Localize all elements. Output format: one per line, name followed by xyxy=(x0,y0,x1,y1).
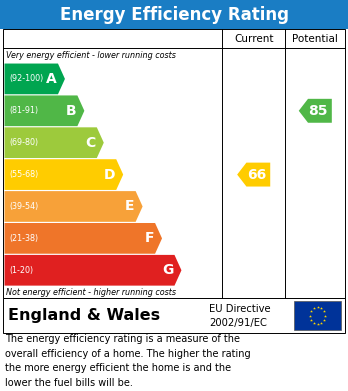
Text: (92-100): (92-100) xyxy=(9,74,43,83)
Text: A: A xyxy=(46,72,57,86)
Text: Potential: Potential xyxy=(292,34,338,44)
Bar xyxy=(294,301,341,330)
Polygon shape xyxy=(5,95,84,126)
Polygon shape xyxy=(5,127,104,158)
Text: (1-20): (1-20) xyxy=(9,266,33,275)
Text: C: C xyxy=(86,136,96,150)
Text: G: G xyxy=(162,263,173,277)
Polygon shape xyxy=(5,159,123,190)
Text: (21-38): (21-38) xyxy=(9,234,38,243)
Text: EU Directive
2002/91/EC: EU Directive 2002/91/EC xyxy=(209,303,270,328)
Text: F: F xyxy=(144,231,154,246)
Text: (69-80): (69-80) xyxy=(9,138,38,147)
Bar xyxy=(3,29,345,298)
Polygon shape xyxy=(299,99,332,123)
Bar xyxy=(0,0,348,29)
Text: 66: 66 xyxy=(247,168,266,181)
Bar xyxy=(3,298,345,333)
Polygon shape xyxy=(5,255,181,285)
Text: (55-68): (55-68) xyxy=(9,170,38,179)
Text: B: B xyxy=(66,104,76,118)
Text: E: E xyxy=(125,199,135,213)
Text: (39-54): (39-54) xyxy=(9,202,38,211)
Text: Very energy efficient - lower running costs: Very energy efficient - lower running co… xyxy=(6,51,176,60)
Text: Current: Current xyxy=(234,34,274,44)
Text: The energy efficiency rating is a measure of the
overall efficiency of a home. T: The energy efficiency rating is a measur… xyxy=(5,334,251,387)
Polygon shape xyxy=(237,163,270,187)
Text: D: D xyxy=(104,168,115,181)
Text: England & Wales: England & Wales xyxy=(8,308,160,323)
Text: (81-91): (81-91) xyxy=(9,106,38,115)
Polygon shape xyxy=(5,191,143,222)
Text: 85: 85 xyxy=(308,104,328,118)
Text: Energy Efficiency Rating: Energy Efficiency Rating xyxy=(60,5,288,24)
Text: Not energy efficient - higher running costs: Not energy efficient - higher running co… xyxy=(6,287,176,297)
Polygon shape xyxy=(5,223,162,254)
Polygon shape xyxy=(5,64,65,94)
